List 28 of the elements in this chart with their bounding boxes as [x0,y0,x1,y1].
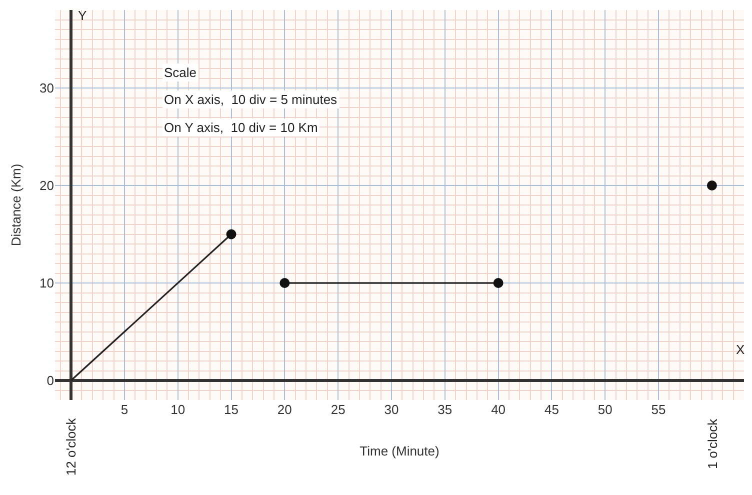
y-tick-label: 30 [40,80,54,96]
point [280,278,290,288]
point [706,180,717,190]
annotation: Y [78,8,87,23]
y-tick-label: 0 [46,373,54,388]
x-tick-label: 10 [170,402,186,417]
x-tick-label: 35 [438,402,452,417]
x-tick-label: 40 [491,402,506,417]
x-tick-label: 20 [277,402,292,417]
annotation: On X axis, 10 div = 5 minutes [164,92,338,107]
y-tick-label: 20 [40,178,54,194]
x-tick-label: 30 [384,402,399,417]
y-tick-label: 10 [40,276,54,291]
x-tick-label: 50 [598,402,612,417]
x-tick-label: 5 [120,402,128,417]
y-axis-title: Distance (Km) [8,164,24,246]
x-tick-label: 25 [330,402,346,417]
text: 12 o'clock [63,418,78,476]
annotation: X [736,342,745,357]
point [493,278,504,288]
point [226,229,236,240]
annotation: Scale [164,65,197,80]
text: 1 o'clock [704,418,720,470]
x-axis-title: Time (Minute) [360,444,440,459]
x-tick-label: 45 [544,402,559,417]
annotation: On Y axis, 10 div = 10 Km [164,120,318,135]
x-tick-label: 15 [224,402,238,417]
x-tick-label: 55 [651,402,666,417]
